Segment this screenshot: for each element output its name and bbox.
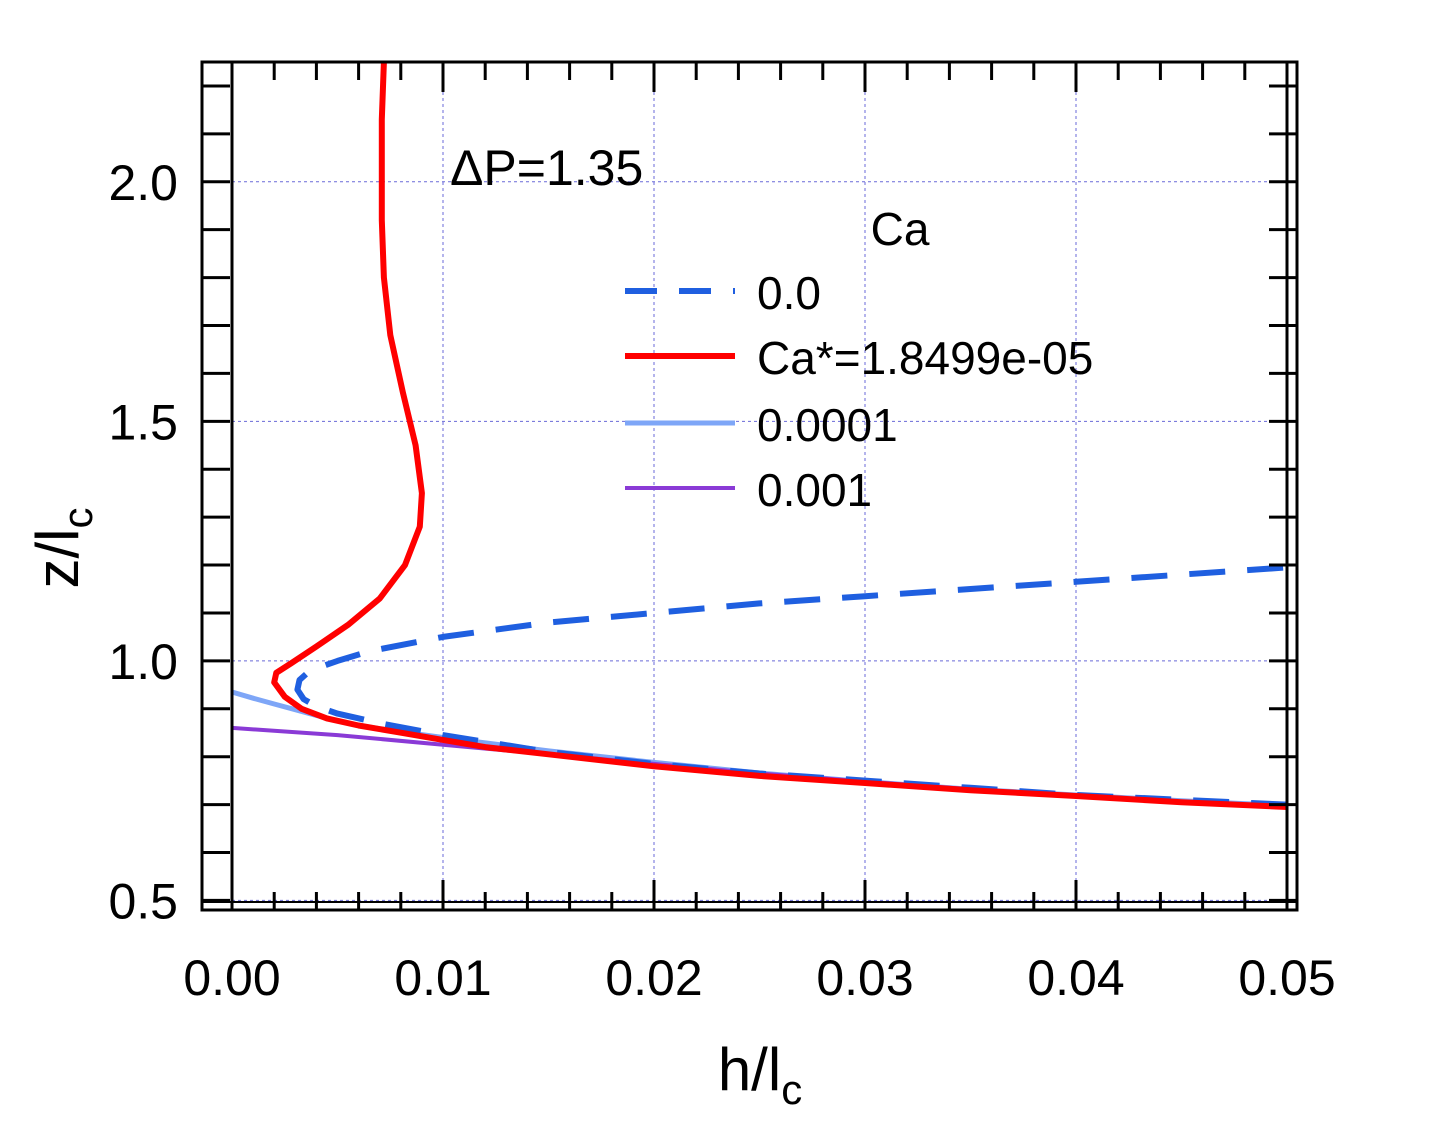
tick-labels: 0.00 0.01 0.02 0.03 0.04 0.05 0.5 1.0 1.5 2.0 bbox=[108, 155, 1335, 1006]
legend-label: 0.0 bbox=[757, 267, 821, 319]
x-tick-label: 0.04 bbox=[1027, 950, 1124, 1006]
ticks bbox=[202, 62, 1297, 910]
y-tick-label: 2.0 bbox=[108, 155, 178, 211]
y-axis-title-sub: c bbox=[54, 508, 101, 529]
y-tick-label: 1.5 bbox=[108, 394, 178, 450]
x-tick-label: 0.02 bbox=[605, 950, 702, 1006]
x-tick-label: 0.05 bbox=[1238, 950, 1335, 1006]
legend-label: 0.0001 bbox=[757, 399, 898, 451]
x-axis-title-sub: c bbox=[781, 1066, 802, 1113]
x-tick-label: 0.00 bbox=[183, 950, 280, 1006]
legend-label: Ca*=1.8499e-05 bbox=[757, 332, 1093, 384]
series-layer bbox=[231, 61, 1288, 810]
legend-title: Ca bbox=[871, 203, 930, 255]
x-tick-label: 0.01 bbox=[394, 950, 491, 1006]
legend: Ca 0.0 Ca*=1.8499e-05 0.0001 0.001 bbox=[625, 203, 1093, 516]
plot-frame bbox=[200, 60, 1299, 912]
y-tick-label: 0.5 bbox=[108, 873, 178, 929]
series-line-0 bbox=[294, 564, 1288, 808]
y-axis-title-main: z/l bbox=[24, 529, 91, 589]
y-axis-title: z/lc bbox=[24, 508, 101, 589]
y-axis-title-group: z/lc bbox=[24, 508, 101, 589]
legend-label: 0.001 bbox=[757, 464, 872, 516]
x-tick-label: 0.03 bbox=[816, 950, 913, 1006]
delta-p-annotation: ΔP=1.35 bbox=[450, 140, 643, 196]
x-axis-title: h/lc bbox=[718, 1036, 802, 1113]
y-tick-label: 1.0 bbox=[108, 634, 178, 690]
x-axis-title-main: h/l bbox=[718, 1036, 781, 1103]
series-line-1 bbox=[271, 61, 1288, 810]
